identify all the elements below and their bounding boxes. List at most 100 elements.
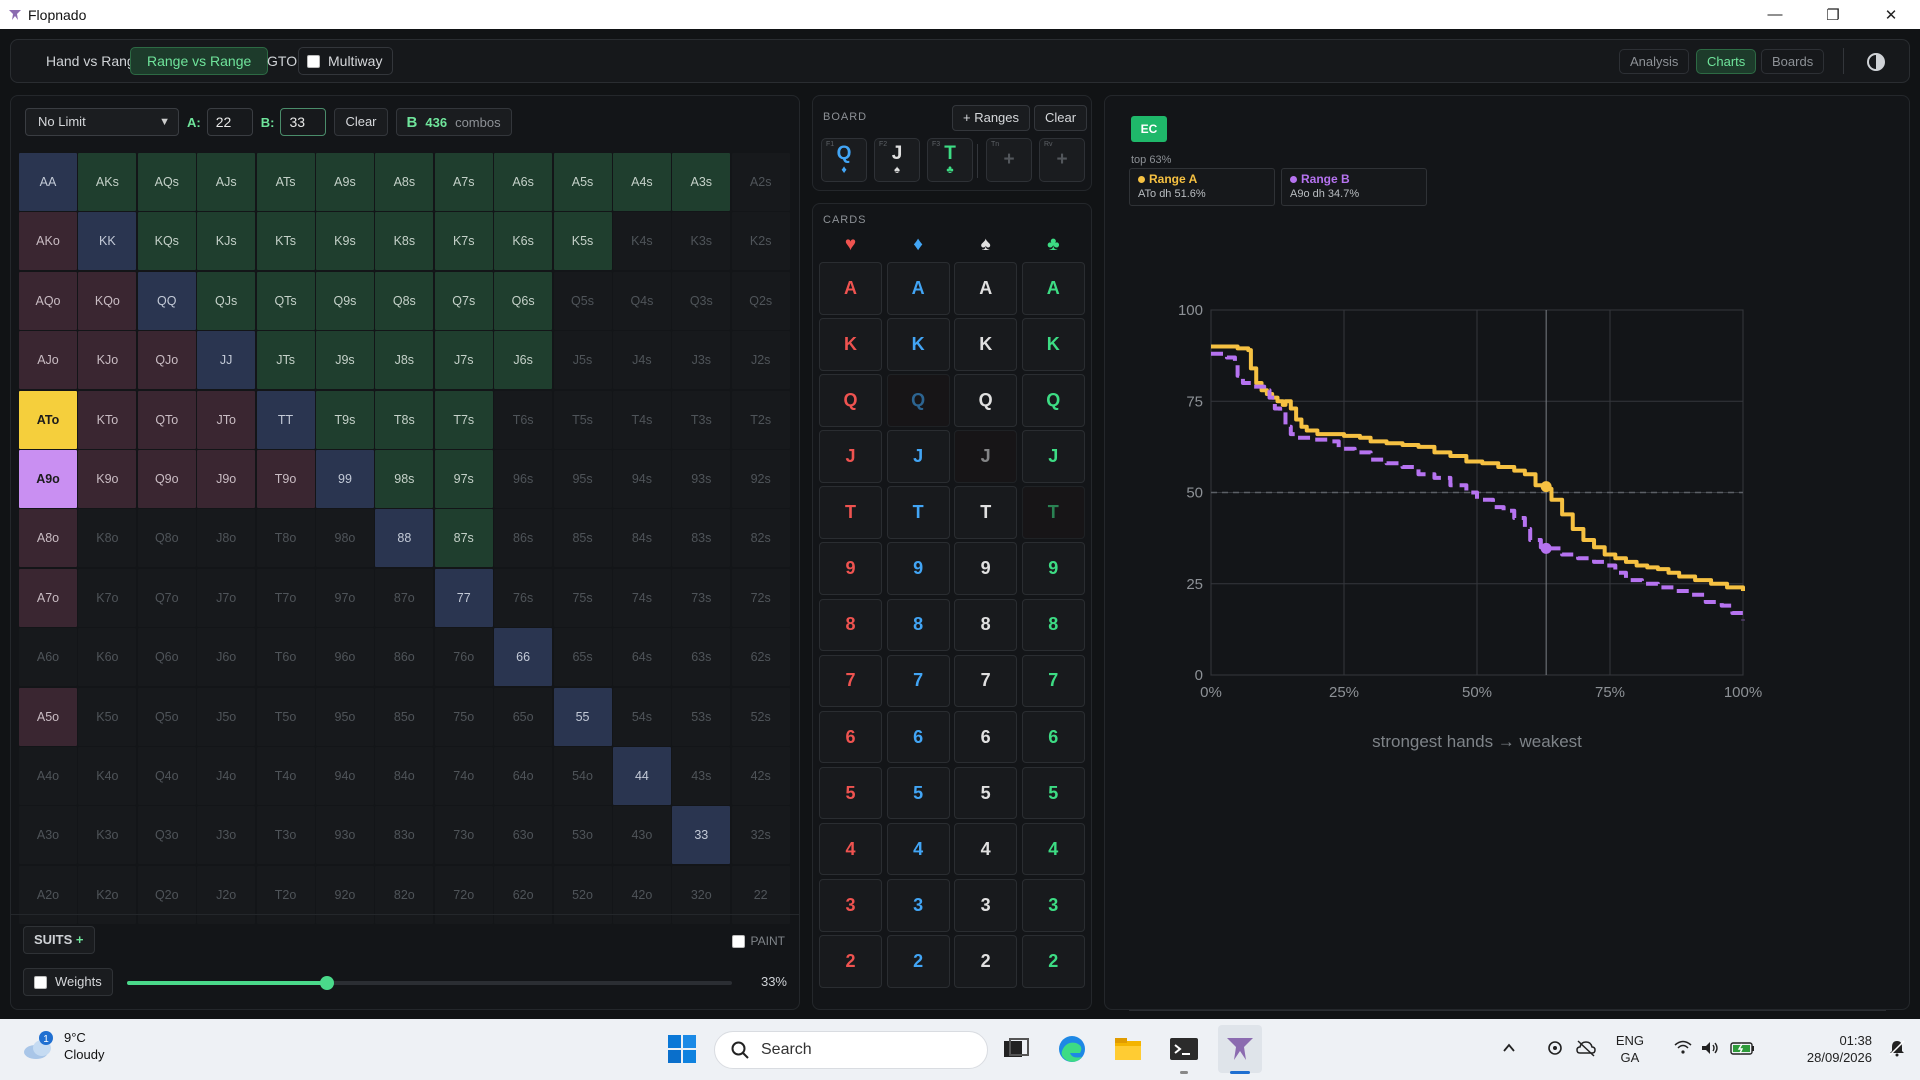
hand-cell[interactable]: T8o: [256, 509, 315, 568]
hand-cell[interactable]: K3s: [672, 212, 731, 271]
hand-cell[interactable]: J6o: [197, 628, 256, 687]
hand-cell[interactable]: K9o: [78, 449, 137, 508]
board-slot[interactable]: Tn +: [986, 138, 1032, 182]
hand-cell[interactable]: 76o: [434, 628, 493, 687]
hand-cell[interactable]: Q4s: [612, 271, 671, 330]
card-5-spades[interactable]: 5: [954, 766, 1018, 820]
hand-cell[interactable]: T3o: [256, 806, 315, 865]
card-2-clubs[interactable]: 2: [1021, 935, 1085, 988]
hand-cell[interactable]: K2s: [731, 212, 790, 271]
hand-cell[interactable]: KTs: [256, 212, 315, 271]
hand-cell[interactable]: Q8o: [137, 509, 196, 568]
hand-cell[interactable]: J5s: [553, 331, 612, 390]
hand-cell[interactable]: 55: [553, 687, 612, 746]
file-explorer-icon[interactable]: [1112, 1033, 1144, 1065]
board-slot[interactable]: F1 Q ♦: [821, 138, 867, 182]
hand-cell[interactable]: ATo: [19, 390, 77, 449]
board-slot[interactable]: F3 T ♣: [927, 138, 973, 182]
hand-cell[interactable]: K6o: [78, 628, 137, 687]
chevron-up-icon[interactable]: [1502, 1041, 1516, 1055]
hand-cell[interactable]: T5o: [256, 687, 315, 746]
card-4-hearts[interactable]: 4: [819, 822, 882, 876]
card-A-spades[interactable]: A: [954, 262, 1018, 315]
card-3-clubs[interactable]: 3: [1021, 879, 1085, 932]
multiway-toggle[interactable]: Multiway: [298, 47, 394, 75]
hand-cell[interactable]: 96o: [315, 628, 374, 687]
paint-toggle[interactable]: PAINT: [731, 934, 785, 948]
card-4-spades[interactable]: 4: [954, 822, 1018, 876]
hand-cell[interactable]: K3o: [78, 806, 137, 865]
hand-cell[interactable]: 95s: [553, 449, 612, 508]
minimize-button[interactable]: —: [1767, 6, 1783, 23]
hand-cell[interactable]: A9s: [315, 153, 374, 211]
hand-cell[interactable]: AKs: [78, 153, 137, 211]
range-b-input[interactable]: 33: [280, 108, 327, 136]
card-J-diamonds[interactable]: J: [886, 430, 950, 483]
card-T-hearts[interactable]: T: [819, 486, 882, 539]
hand-cell[interactable]: QQ: [137, 271, 196, 330]
card-T-clubs[interactable]: T: [1021, 486, 1085, 539]
hand-cell[interactable]: 86s: [494, 509, 553, 568]
hand-cell[interactable]: T6s: [494, 390, 553, 449]
hand-cell[interactable]: K8o: [78, 509, 137, 568]
hand-cell[interactable]: AKo: [19, 212, 77, 271]
hand-cell[interactable]: J4s: [612, 331, 671, 390]
tab-range-vs-range[interactable]: Range vs Range: [130, 47, 269, 75]
edge-browser-icon[interactable]: [1056, 1033, 1088, 1065]
hand-cell[interactable]: 95o: [315, 687, 374, 746]
add-ranges-button[interactable]: + Ranges: [952, 105, 1031, 131]
hand-cell[interactable]: 97s: [434, 449, 493, 508]
hand-cell[interactable]: A4o: [19, 746, 77, 805]
hand-cell[interactable]: 92s: [731, 449, 790, 508]
battery-charging-icon[interactable]: [1730, 1040, 1756, 1056]
hand-cell[interactable]: QTs: [256, 271, 315, 330]
card-J-spades[interactable]: J: [954, 430, 1018, 483]
hand-cell[interactable]: A3o: [19, 806, 77, 865]
hand-cell[interactable]: A5o: [19, 687, 77, 746]
hand-cell[interactable]: T8s: [375, 390, 434, 449]
notification-bell-icon[interactable]: [1888, 1039, 1906, 1057]
card-Q-spades[interactable]: Q: [954, 374, 1018, 427]
card-J-hearts[interactable]: J: [819, 430, 882, 483]
weights-toggle[interactable]: Weights: [23, 968, 113, 996]
hand-cell[interactable]: K4o: [78, 746, 137, 805]
card-7-spades[interactable]: 7: [954, 654, 1018, 708]
hand-cell[interactable]: ATs: [256, 153, 315, 211]
maximize-button[interactable]: ❐: [1826, 6, 1840, 24]
weight-slider[interactable]: [127, 976, 732, 990]
hand-cell[interactable]: K7o: [78, 568, 137, 627]
hand-cell[interactable]: Q7s: [434, 271, 493, 330]
hand-cell[interactable]: Q3s: [672, 271, 731, 330]
hand-cell[interactable]: J9o: [197, 449, 256, 508]
card-T-diamonds[interactable]: T: [886, 486, 950, 539]
hand-cell[interactable]: 64s: [612, 628, 671, 687]
card-8-diamonds[interactable]: 8: [886, 598, 950, 652]
hand-cell[interactable]: 86o: [375, 628, 434, 687]
hand-cell[interactable]: A2s: [731, 153, 790, 211]
hand-cell[interactable]: 32s: [731, 806, 790, 865]
hand-cell[interactable]: 75o: [434, 687, 493, 746]
hand-cell[interactable]: A7o: [19, 568, 77, 627]
card-T-spades[interactable]: T: [954, 486, 1018, 539]
hand-cell[interactable]: T9s: [315, 390, 374, 449]
card-6-hearts[interactable]: 6: [819, 710, 882, 764]
weights-checkbox[interactable]: [34, 975, 47, 989]
card-5-hearts[interactable]: 5: [819, 766, 882, 820]
hand-cell[interactable]: K9s: [315, 212, 374, 271]
theme-toggle-icon[interactable]: [1866, 52, 1886, 72]
hand-cell[interactable]: AJs: [197, 153, 256, 211]
hand-cell[interactable]: 82s: [731, 509, 790, 568]
card-8-hearts[interactable]: 8: [819, 598, 882, 652]
hand-cell[interactable]: A3s: [672, 153, 731, 211]
taskbar-search[interactable]: Search: [714, 1031, 988, 1069]
hand-cell[interactable]: JTo: [197, 390, 256, 449]
hand-cell[interactable]: J9s: [315, 331, 374, 390]
hand-cell[interactable]: Q9s: [315, 271, 374, 330]
card-8-spades[interactable]: 8: [954, 598, 1018, 652]
card-5-clubs[interactable]: 5: [1021, 766, 1085, 820]
hand-cell[interactable]: 63s: [672, 628, 731, 687]
hand-cell[interactable]: 97o: [315, 568, 374, 627]
hand-cell[interactable]: KJs: [197, 212, 256, 271]
weight-slider-thumb[interactable]: [319, 976, 334, 990]
hand-cell[interactable]: Q5s: [553, 271, 612, 330]
